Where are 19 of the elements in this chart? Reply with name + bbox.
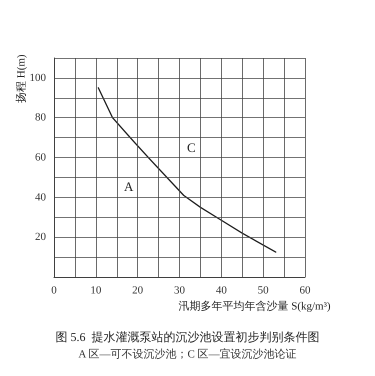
- x-axis-title: 汛期多年平均年含沙量 S(kg/m³): [178, 299, 331, 312]
- x-tick-label: 0: [51, 284, 58, 296]
- y-tick-label: 40: [35, 191, 46, 204]
- x-tick-label: 60: [300, 284, 311, 296]
- annotation: C: [187, 140, 196, 155]
- y-tick-label: 20: [35, 231, 46, 244]
- text: 图 5.6 提水灌溉泵站的沉沙池设置初步判别条件图: [56, 330, 320, 344]
- x-tick-label: 20: [132, 284, 144, 296]
- y-tick-label: 80: [35, 112, 46, 124]
- x-tick-label: 40: [216, 284, 228, 296]
- y-tick-label: 60: [35, 152, 46, 164]
- y-axis-title: 扬程 H(m): [16, 54, 28, 103]
- x-tick-label: 10: [90, 284, 102, 296]
- y-tick-label: 100: [30, 72, 46, 84]
- x-tick-label: 50: [258, 284, 270, 296]
- line-series: [98, 87, 276, 253]
- text: A 区—可不设沉沙池；C 区—宜设沉沙池论证: [78, 348, 297, 360]
- x-tick-label: 30: [174, 284, 186, 296]
- annotation: A: [124, 179, 134, 194]
